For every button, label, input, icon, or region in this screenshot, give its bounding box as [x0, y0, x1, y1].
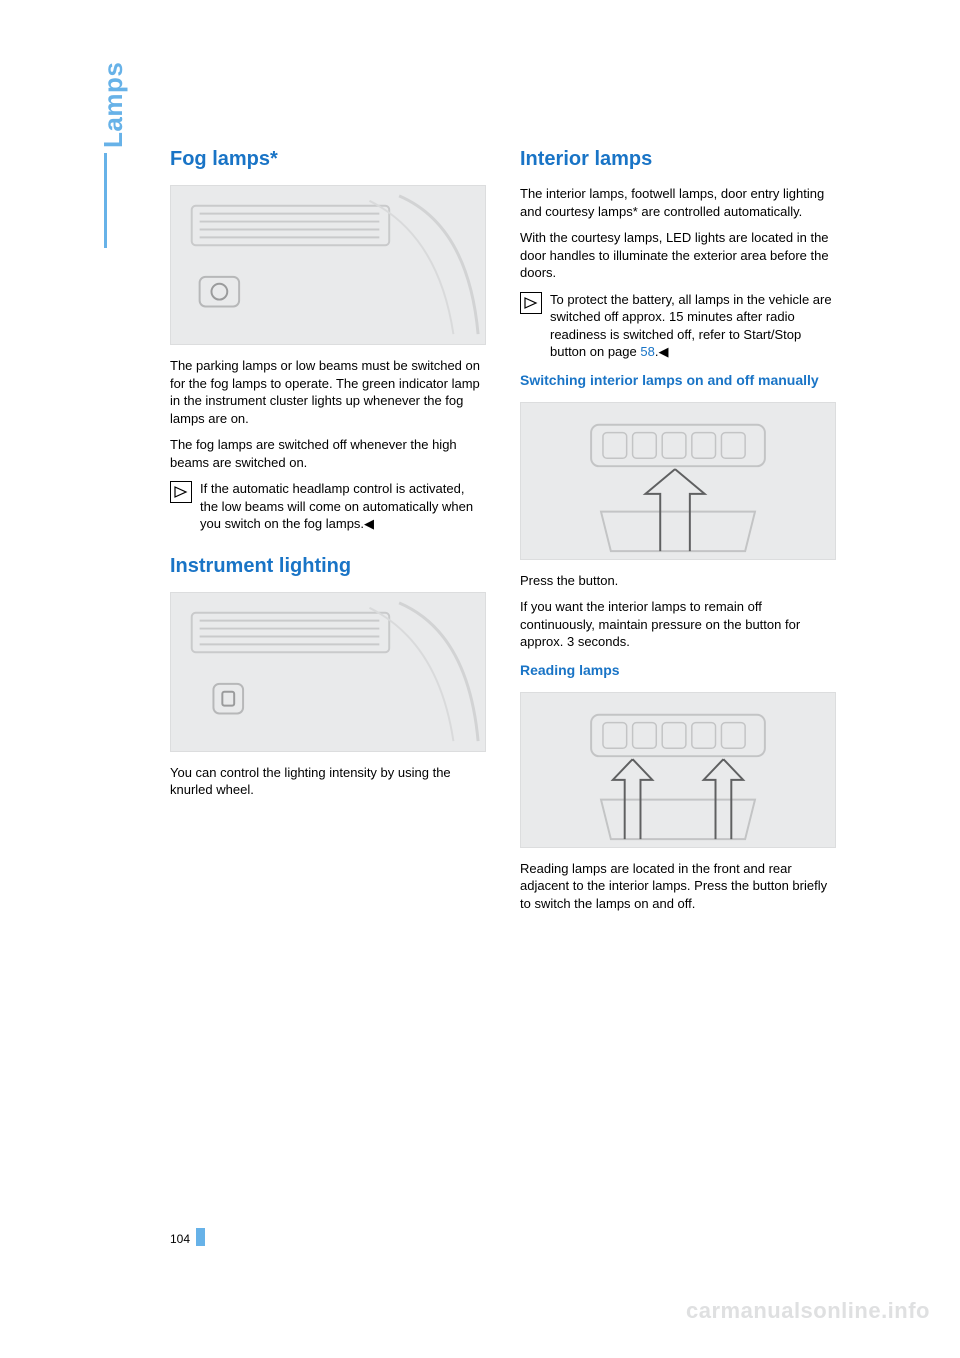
heading-reading-lamps: Reading lamps [520, 661, 836, 680]
note-icon [520, 292, 542, 314]
note-text: If the automatic headlamp control is act… [200, 480, 486, 533]
body-text: The fog lamps are switched off whenever … [170, 436, 486, 471]
body-text: Press the button. [520, 572, 836, 590]
side-tab-bar [104, 153, 107, 248]
figure-fog-lamps [170, 185, 486, 345]
figure-instrument-lighting [170, 592, 486, 752]
body-text: The interior lamps, footwell lamps, door… [520, 185, 836, 220]
page-number-block: 104 [170, 1228, 205, 1246]
heading-fog-lamps: Fog lamps* [170, 148, 486, 171]
dashboard-illustration-icon [171, 186, 485, 344]
body-text: If you want the interior lamps to remain… [520, 598, 836, 651]
note-block: To protect the battery, all lamps in the… [520, 291, 836, 361]
right-column: Interior lamps The interior lamps, footw… [520, 148, 836, 922]
page-link[interactable]: 58 [640, 344, 654, 359]
figure-reading-lamps [520, 692, 836, 848]
page-number-bar [196, 1228, 205, 1246]
body-text: You can control the lighting intensity b… [170, 764, 486, 799]
body-text: The parking lamps or low beams must be s… [170, 357, 486, 427]
left-column: Fog lamps* The parking lamps or low beam… [170, 148, 486, 922]
body-text: With the courtesy lamps, LED lights are … [520, 229, 836, 282]
heading-instrument-lighting: Instrument lighting [170, 555, 486, 578]
note-text-b: .◀ [655, 344, 669, 359]
overhead-console-illustration-icon [521, 403, 835, 559]
page-number: 104 [170, 1232, 190, 1246]
note-text: To protect the battery, all lamps in the… [550, 291, 836, 361]
body-text: Reading lamps are located in the front a… [520, 860, 836, 913]
note-text-a: To protect the battery, all lamps in the… [550, 292, 832, 360]
page: Lamps Fog lamps* [0, 0, 960, 1358]
heading-switching-interior: Switching interior lamps on and off manu… [520, 371, 836, 390]
figure-switching-interior [520, 402, 836, 560]
overhead-console-illustration-icon [521, 693, 835, 847]
dashboard-illustration-icon [171, 593, 485, 751]
content-columns: Fog lamps* The parking lamps or low beam… [170, 148, 850, 922]
note-block: If the automatic headlamp control is act… [170, 480, 486, 533]
heading-interior-lamps: Interior lamps [520, 148, 836, 171]
note-icon [170, 481, 192, 503]
side-tab-label: Lamps [98, 62, 129, 148]
watermark: carmanualsonline.info [686, 1298, 930, 1324]
